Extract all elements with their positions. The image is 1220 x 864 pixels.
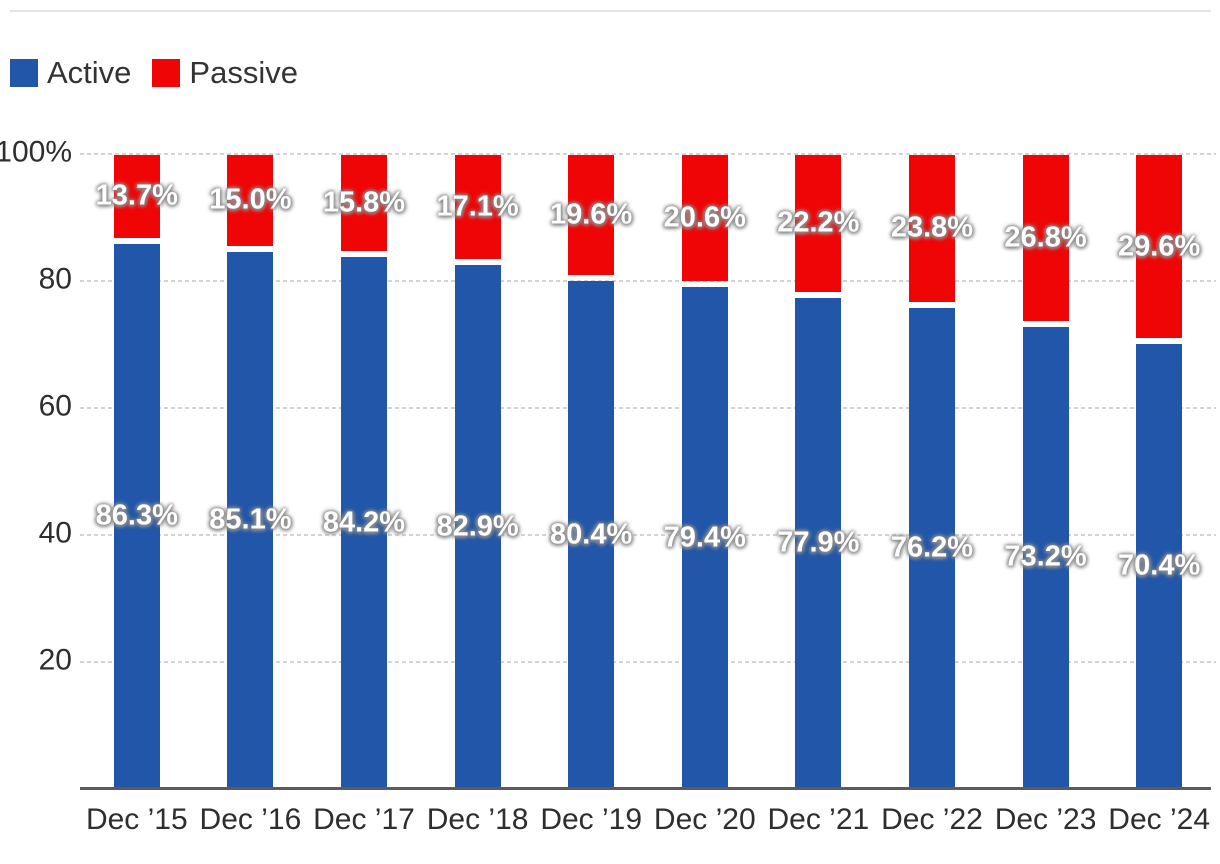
bar-slot: 17.1% 82.9% xyxy=(421,153,535,788)
legend-label: Passive xyxy=(189,55,298,90)
bar-column-2: 15.0% 85.1% xyxy=(209,153,292,788)
bar-segment-passive[interactable]: 20.6% xyxy=(664,155,746,282)
gridline xyxy=(80,534,1216,536)
active-value-label: 85.1% xyxy=(209,503,292,536)
bar-segment-active[interactable]: 85.1% xyxy=(209,251,292,788)
bar-segment-active[interactable]: 82.9% xyxy=(436,265,519,788)
passive-value-label: 20.6% xyxy=(663,201,746,234)
bars-layer: 13.7% 86.3% 15.0% 85.1% 15.8% 84.2% 17.1% 82.9%… xyxy=(80,153,1216,788)
bar-column-5: 19.6% 80.4% xyxy=(550,153,632,788)
x-axis-label: Dec ’22 xyxy=(881,803,983,836)
passive-value-label: 15.0% xyxy=(209,183,292,216)
gridline xyxy=(80,280,1216,282)
active-value-label: 86.3% xyxy=(95,499,178,532)
legend-swatch-active xyxy=(10,59,38,87)
active-value-label: 80.4% xyxy=(550,518,633,551)
legend-swatch-passive xyxy=(152,59,181,87)
x-axis-label: Dec ’18 xyxy=(426,803,529,836)
bar-segment-passive[interactable]: 19.6% xyxy=(550,155,632,276)
bar-segment-passive[interactable]: 13.7% xyxy=(96,155,178,238)
x-axis-label: Dec ’23 xyxy=(994,803,1097,836)
bar-segment-active[interactable]: 76.2% xyxy=(891,307,973,788)
active-value-label: 79.4% xyxy=(663,521,746,554)
bar-column-4: 17.1% 82.9% xyxy=(436,153,519,788)
bar-segment-active[interactable]: 84.2% xyxy=(323,257,405,788)
top-divider-line xyxy=(10,10,1211,12)
gridline xyxy=(80,153,1216,155)
x-axis-label: Dec ’16 xyxy=(199,803,302,836)
passive-value-label: 29.6% xyxy=(1118,230,1201,263)
y-axis-labels: 100% 80 60 40 20 xyxy=(0,135,72,788)
y-axis-tick-label: 20 xyxy=(38,643,72,677)
passive-value-label: 19.6% xyxy=(550,198,633,231)
x-axis-labels: Dec ’15 Dec ’16 Dec ’17 Dec ’18 Dec ’19 Dec ’… xyxy=(80,801,1216,839)
bar-segment-active[interactable]: 79.4% xyxy=(664,287,746,788)
y-axis-tick-label: 80 xyxy=(38,262,72,296)
passive-value-label: 17.1% xyxy=(436,190,519,223)
x-axis-label: Dec ’17 xyxy=(313,803,415,836)
bar-segment-passive[interactable]: 29.6% xyxy=(1118,155,1200,339)
gridline xyxy=(80,407,1216,409)
bar-segment-passive[interactable]: 15.0% xyxy=(209,155,292,246)
x-axis-label: Dec ’21 xyxy=(767,803,870,836)
bar-column-1: 13.7% 86.3% xyxy=(96,153,178,788)
bar-segment-passive[interactable]: 26.8% xyxy=(1004,155,1087,321)
passive-value-label: 13.7% xyxy=(95,179,178,212)
bar-slot: 20.6% 79.4% xyxy=(648,153,762,788)
bar-segment-active[interactable]: 73.2% xyxy=(1004,326,1087,788)
active-value-label: 77.9% xyxy=(777,526,860,559)
bar-slot: 15.0% 85.1% xyxy=(194,153,308,788)
bar-segment-active[interactable]: 70.4% xyxy=(1118,344,1200,788)
active-value-label: 70.4% xyxy=(1118,549,1201,582)
legend-label: Active xyxy=(47,55,132,90)
passive-value-label: 23.8% xyxy=(890,211,974,244)
plot-area: 13.7% 86.3% 15.0% 85.1% 15.8% 84.2% 17.1% 82.9%… xyxy=(80,153,1216,788)
x-axis-label: Dec ’15 xyxy=(85,803,188,836)
bar-slot: 29.6% 70.4% xyxy=(1102,153,1216,788)
bar-segment-passive[interactable]: 15.8% xyxy=(323,155,405,251)
active-value-label: 84.2% xyxy=(322,506,406,538)
bar-segment-passive[interactable]: 22.2% xyxy=(777,155,859,292)
bar-segment-active[interactable]: 86.3% xyxy=(96,243,178,788)
legend-item-active[interactable]: Active xyxy=(10,55,131,91)
bar-column-9: 26.8% 73.2% xyxy=(1004,153,1087,788)
y-axis-tick-label: 40 xyxy=(38,516,72,550)
bar-slot: 23.8% 76.2% xyxy=(875,153,989,788)
bar-column-7: 22.2% 77.9% xyxy=(777,153,859,788)
x-axis-line xyxy=(80,787,1211,790)
x-axis-label: Dec ’19 xyxy=(540,803,643,836)
active-value-label: 82.9% xyxy=(436,510,519,543)
x-axis-label: Dec ’20 xyxy=(653,803,756,836)
chart-legend: Active Passive xyxy=(10,55,298,91)
active-value-label: 76.2% xyxy=(890,531,974,564)
bar-column-6: 20.6% 79.4% xyxy=(664,153,746,788)
passive-value-label: 22.2% xyxy=(777,206,860,239)
passive-value-label: 15.8% xyxy=(322,186,406,219)
x-axis-label: Dec ’24 xyxy=(1108,803,1210,836)
y-axis-tick-label: 60 xyxy=(38,389,72,423)
bar-slot: 26.8% 73.2% xyxy=(989,153,1103,788)
passive-value-label: 26.8% xyxy=(1004,221,1087,254)
bar-segment-active[interactable]: 77.9% xyxy=(777,297,859,788)
bar-column-10: 29.6% 70.4% xyxy=(1118,153,1200,788)
legend-item-passive[interactable]: Passive xyxy=(152,55,298,91)
bar-segment-active[interactable]: 80.4% xyxy=(550,281,632,788)
bar-segment-passive[interactable]: 23.8% xyxy=(891,155,973,302)
active-value-label: 73.2% xyxy=(1004,540,1087,573)
bar-slot: 15.8% 84.2% xyxy=(307,153,421,788)
y-axis-tick-label: 100% xyxy=(0,135,72,169)
gridline xyxy=(80,661,1216,663)
bar-slot: 22.2% 77.9% xyxy=(762,153,876,788)
bar-column-3: 15.8% 84.2% xyxy=(323,153,405,788)
bar-segment-passive[interactable]: 17.1% xyxy=(436,155,519,260)
bar-slot: 13.7% 86.3% xyxy=(80,153,194,788)
bar-column-8: 23.8% 76.2% xyxy=(891,153,973,788)
bar-slot: 19.6% 80.4% xyxy=(534,153,648,788)
